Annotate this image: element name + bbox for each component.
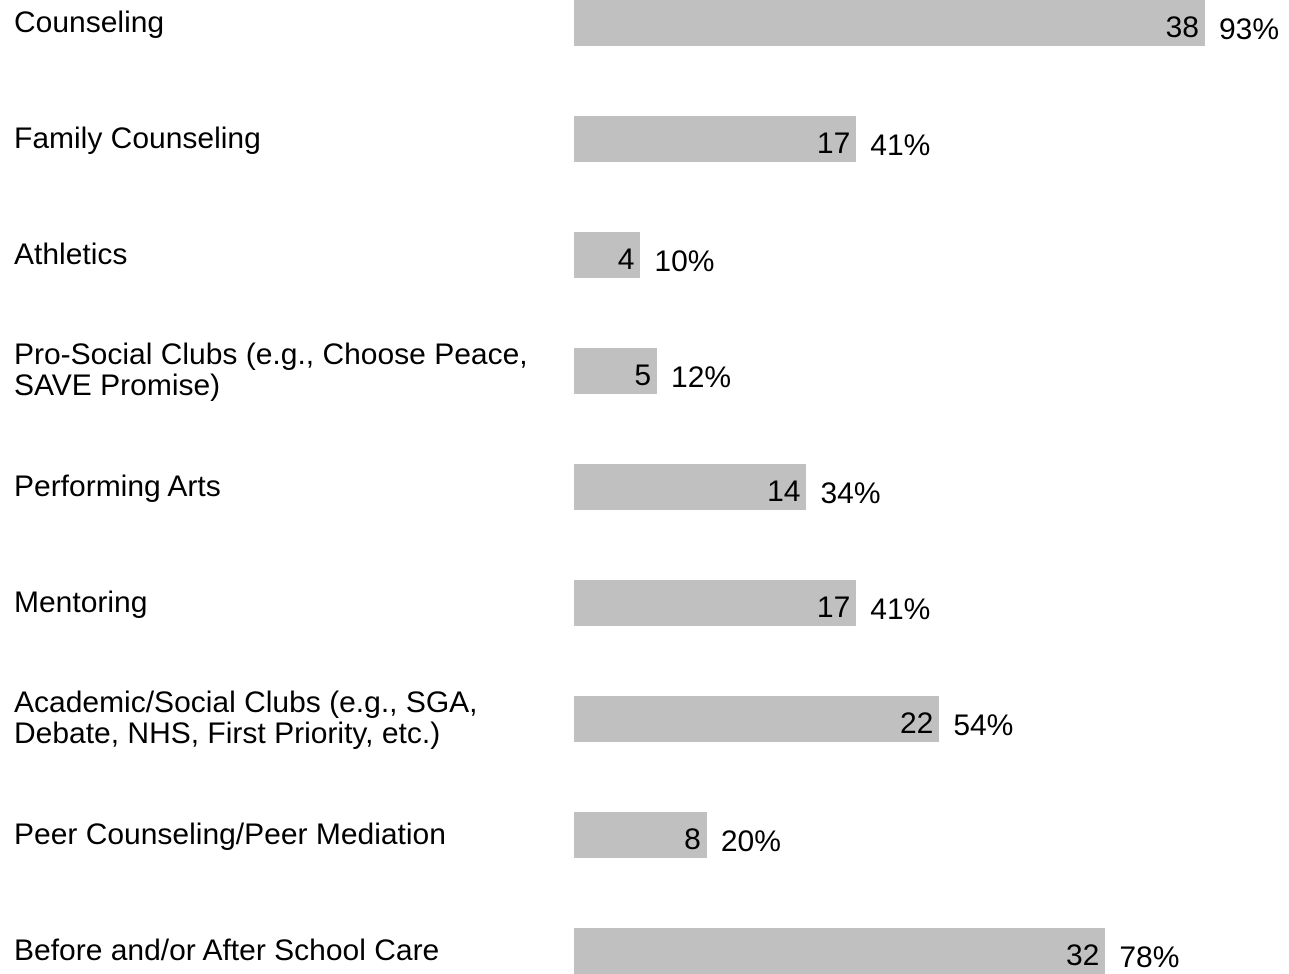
- bar-value-label: 14: [767, 475, 801, 508]
- category-label: Peer Counseling/Peer Mediation: [14, 817, 446, 851]
- bar: [574, 580, 857, 626]
- category-label: Academic/Social Clubs (e.g., SGA, Debate…: [14, 686, 478, 750]
- bar-percent-label: 54%: [953, 709, 1014, 742]
- bar-value-label: 8: [684, 823, 701, 856]
- bar-percent-label: 41%: [870, 593, 931, 626]
- category-label: Pro-Social Clubs (e.g., Choose Peace, SA…: [14, 338, 528, 402]
- bar-value-label: 38: [1165, 11, 1199, 44]
- bar: [574, 812, 707, 858]
- bar: [574, 348, 658, 394]
- bar-value-label: 5: [634, 359, 652, 392]
- category-label: Counseling: [14, 5, 165, 39]
- bar-percent-label: 34%: [820, 477, 881, 510]
- bar-value-label: 17: [816, 591, 851, 624]
- category-label: Before and/or After School Care: [14, 933, 440, 967]
- bar: [574, 232, 641, 278]
- bar: [574, 696, 940, 742]
- bar-percent-label: 93%: [1219, 13, 1280, 46]
- bar-percent-label: 41%: [870, 129, 931, 162]
- bar-value-label: 17: [816, 127, 851, 160]
- category-label: Performing Arts: [14, 469, 221, 503]
- bar: [574, 464, 807, 510]
- bar-percent-label: 20%: [720, 825, 781, 858]
- category-label: Mentoring: [14, 585, 148, 619]
- bar-percent-label: 10%: [654, 245, 715, 278]
- bar-value-label: 22: [899, 707, 934, 740]
- category-label: Athletics: [14, 237, 128, 271]
- category-label: Family Counseling: [14, 121, 261, 155]
- bar: [574, 116, 857, 162]
- bar: [574, 928, 1106, 974]
- bar-value-label: 4: [617, 243, 635, 276]
- bar-value-label: 32: [1066, 939, 1100, 972]
- bar: [574, 0, 1205, 46]
- bar-percent-label: 12%: [671, 361, 732, 394]
- bar-percent-label: 78%: [1119, 941, 1180, 974]
